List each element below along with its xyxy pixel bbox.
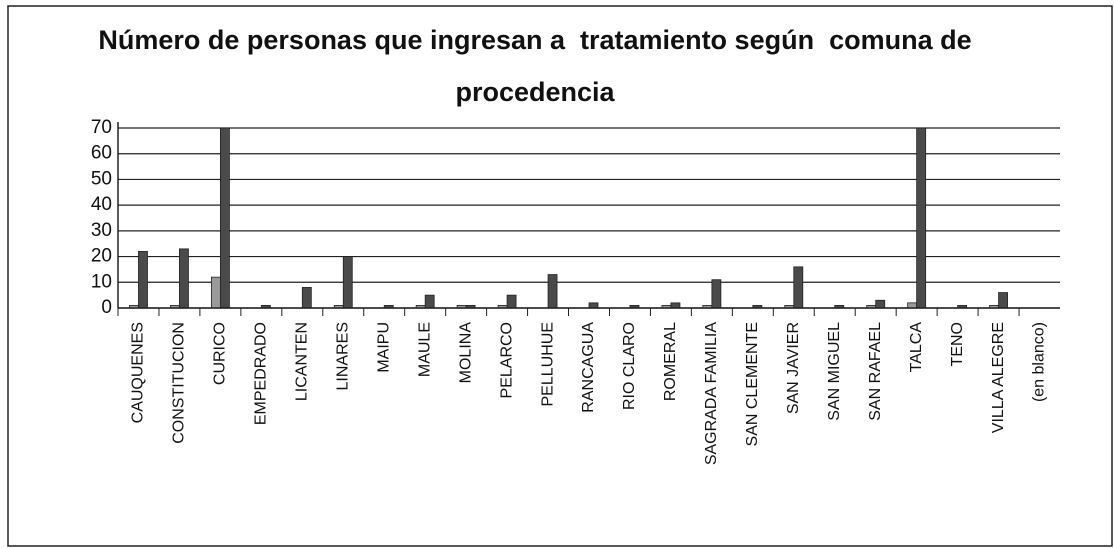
bar [210,276,221,309]
chart-title: Número de personas que ingresan a tratam… [98,25,980,107]
bar [916,127,927,309]
x-tick-label: SAN JAVIER [785,322,802,414]
x-tick-label: RANCAGUA [580,322,597,413]
bar [179,248,189,309]
bar [998,292,1008,309]
x-tick-label: PELARCO [498,322,515,398]
x-tick-label: (en blanco) [1031,322,1048,402]
y-tick-label: 70 [91,117,112,138]
x-tick-label: SAN CLEMENTE [744,322,761,446]
bar [670,302,681,309]
bar [506,294,517,309]
bar [424,294,435,309]
x-tick-label: TALCA [908,322,925,373]
x-tick-label: CAUQUENES [130,322,147,423]
x-tick-label: MOLINA [457,322,474,384]
x-tick-label: SAGRADA FAMILIA [703,322,720,465]
x-tick-label: CURICO [212,322,229,385]
x-tick-label: LINARES [334,322,351,390]
y-tick-label: 10 [91,271,112,292]
bar [342,256,353,309]
x-tick-label: MAIPU [375,322,392,373]
x-tick-label: SAN MIGUEL [826,322,843,421]
bar [219,127,230,309]
x-tick-label: LICANTEN [294,322,311,401]
x-tick-label: SAN RAFAEL [867,322,884,421]
chart-frame [7,5,1113,547]
y-tick-label: 40 [91,194,112,215]
bar [875,299,886,309]
y-tick-label: 0 [101,297,112,318]
bar [547,274,558,309]
x-tick-label: CONSTITUCION [171,322,188,444]
bar [301,287,312,309]
bar [907,302,918,309]
x-tick-label: VILLA ALEGRE [990,322,1007,433]
y-tick-label: 50 [91,168,112,189]
x-tick-label: TENO [949,322,966,366]
x-tick-label: MAULE [416,322,433,377]
bar [138,251,148,309]
x-tick-label: PELLUHUE [539,322,556,406]
x-tick-label: RIO CLARO [621,322,638,410]
x-tick-label: ROMERAL [662,322,679,401]
bar [711,279,722,309]
y-tick-label: 20 [91,246,112,267]
x-tick-label: EMPEDRADO [253,322,270,425]
y-tick-label: 30 [91,220,112,241]
y-tick-label: 60 [91,143,112,164]
bar [588,302,599,309]
bar [793,266,804,309]
